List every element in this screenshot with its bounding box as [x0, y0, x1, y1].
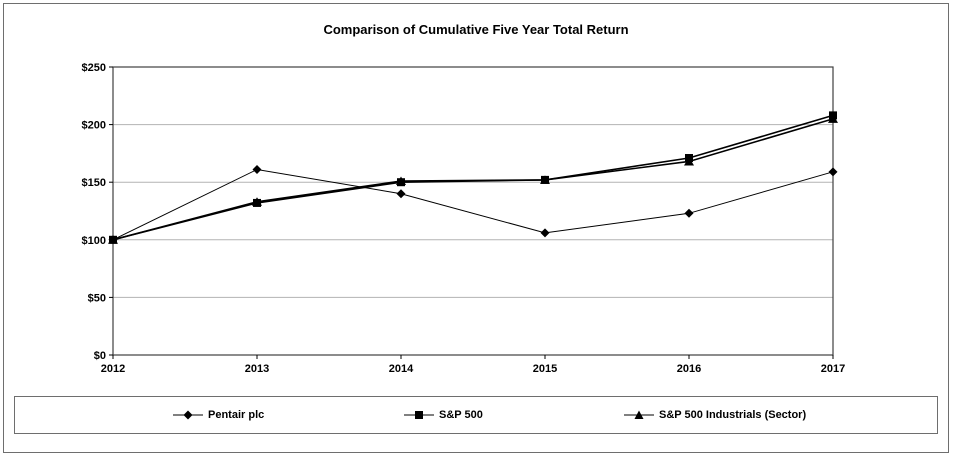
- y-tick-label: $150: [82, 177, 106, 189]
- y-tick-label: $50: [88, 292, 106, 304]
- legend-item-sp500: S&P 500: [404, 397, 483, 433]
- x-tick-label: 2017: [821, 363, 845, 375]
- series-line-1: [112, 114, 834, 241]
- legend-label: S&P 500 Industrials (Sector): [659, 409, 807, 421]
- series-line-2: [112, 118, 834, 241]
- data-point-marker: [541, 175, 549, 184]
- x-tick-label: 2014: [389, 363, 414, 375]
- data-point-marker: [109, 235, 117, 244]
- performance-graph-figure: Comparison of Cumulative Five Year Total…: [3, 3, 949, 453]
- chart-canvas: $0 $50 $100 $150 $200 $250 2012 2013 2014 2015 201…: [82, 62, 846, 375]
- x-tick-label: 2012: [101, 363, 125, 375]
- data-point-marker: [828, 167, 838, 177]
- y-tick-label: $100: [82, 235, 106, 247]
- x-tick-label: 2016: [677, 363, 701, 375]
- data-point-marker: [396, 189, 406, 199]
- data-point-marker: [685, 154, 693, 163]
- legend-label: S&P 500: [439, 409, 483, 421]
- legend-item-sp500-industrials: S&P 500 Industrials (Sector): [624, 397, 806, 433]
- y-tick-label: $250: [82, 62, 106, 74]
- series-line-0: [112, 169, 834, 241]
- diamond-marker-icon: [173, 410, 203, 420]
- square-marker-icon: [404, 411, 434, 419]
- x-tick-label: 2013: [245, 363, 269, 375]
- data-point-marker: [540, 228, 550, 238]
- chart-title: Comparison of Cumulative Five Year Total…: [323, 22, 629, 37]
- legend-label: Pentair plc: [208, 409, 265, 421]
- data-point-marker: [252, 165, 262, 175]
- chart-legend: Pentair plc S&P 500 S&P 500 Industrials …: [14, 396, 938, 434]
- plot-border: [112, 66, 834, 356]
- legend-item-pentair-plc: Pentair plc: [173, 397, 264, 433]
- data-point-marker: [397, 178, 405, 187]
- y-tick-label: $200: [82, 120, 106, 132]
- data-point-marker: [684, 208, 694, 218]
- data-point-marker: [829, 111, 837, 120]
- triangle-marker-icon: [624, 410, 654, 419]
- y-tick-label: $0: [94, 350, 106, 362]
- data-point-marker: [253, 198, 261, 207]
- x-tick-label: 2015: [533, 363, 557, 375]
